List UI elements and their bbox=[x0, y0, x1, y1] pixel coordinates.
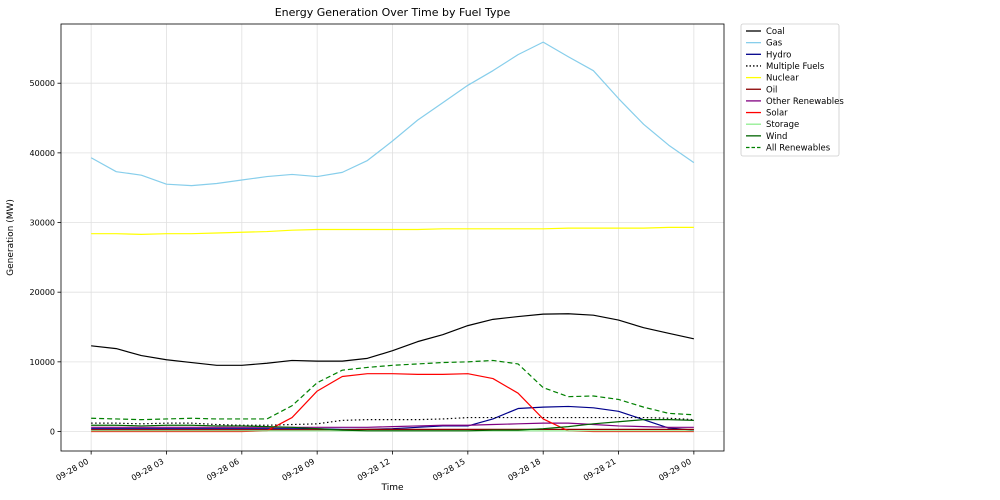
series-line-other-renewables bbox=[91, 422, 694, 428]
x-tick-label: 09-28 03 bbox=[130, 457, 166, 483]
chart-title: Energy Generation Over Time by Fuel Type bbox=[275, 6, 511, 19]
legend-label: Storage bbox=[766, 120, 799, 130]
x-tick-label: 09-28 18 bbox=[507, 457, 543, 483]
x-tick-label: 09-28 06 bbox=[205, 457, 241, 483]
legend-label: Gas bbox=[766, 39, 783, 49]
y-tick-label: 0 bbox=[50, 427, 55, 436]
series-line-hydro bbox=[91, 405, 694, 431]
y-axis-label: Generation (MW) bbox=[6, 199, 16, 276]
legend-label: Multiple Fuels bbox=[766, 62, 825, 72]
legend-label: Solar bbox=[766, 109, 788, 119]
x-tick-label: 09-28 09 bbox=[281, 457, 317, 483]
legend-label: Wind bbox=[766, 132, 787, 142]
legend-label: Oil bbox=[766, 85, 777, 95]
legend-label: Hydro bbox=[766, 50, 791, 60]
legend-label: Nuclear bbox=[766, 74, 799, 84]
x-tick-label: 09-28 15 bbox=[431, 457, 467, 483]
legend-box bbox=[740, 23, 840, 157]
y-tick-label: 40000 bbox=[30, 149, 55, 158]
x-axis-label: Time bbox=[380, 483, 403, 493]
gridlines bbox=[61, 24, 724, 451]
x-tick-label: 09-28 21 bbox=[582, 457, 618, 483]
y-tick-label: 30000 bbox=[30, 219, 55, 228]
series-line-multiple-fuels bbox=[91, 416, 694, 426]
series-line-solar bbox=[91, 373, 694, 433]
series-line-nuclear bbox=[91, 226, 694, 235]
series-line-all-renewables bbox=[91, 359, 694, 421]
axes: 09-28 00 09-28 03 09-28 06 09-28 09 09-28 12… bbox=[30, 79, 695, 483]
y-tick-label: 10000 bbox=[30, 358, 55, 367]
x-tick-label: 09-29 00 bbox=[657, 457, 693, 483]
y-tick-label: 20000 bbox=[30, 288, 55, 297]
x-tick-label: 09-28 00 bbox=[54, 457, 90, 483]
legend-label: Coal bbox=[766, 27, 785, 37]
series-lines bbox=[90, 41, 695, 433]
x-tick-label: 09-28 12 bbox=[356, 457, 392, 483]
legend-label: Other Renewables bbox=[766, 97, 844, 107]
series-line-gas bbox=[90, 41, 695, 187]
series-line-coal bbox=[91, 313, 694, 366]
legend-label: All Renewables bbox=[766, 144, 831, 154]
series-line-wind bbox=[91, 419, 694, 432]
y-tick-label: 50000 bbox=[30, 79, 55, 88]
